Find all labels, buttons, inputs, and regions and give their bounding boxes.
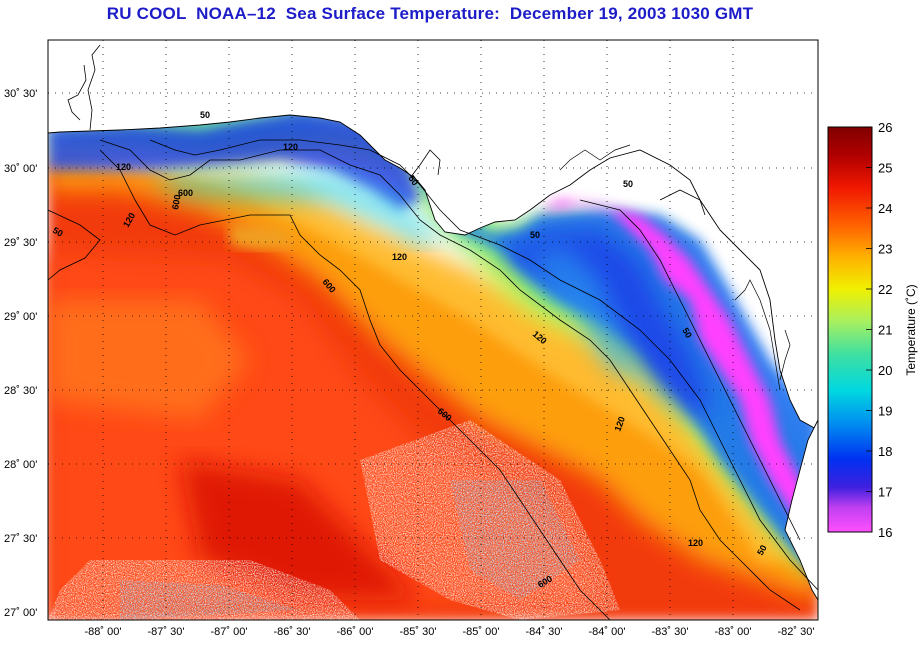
colorbar-tick-label: 20 [878, 363, 892, 378]
colorbar-tick-label: 19 [878, 404, 892, 419]
lon-tick-label: -84˚ 00' [589, 626, 626, 638]
lon-tick-label: -86˚ 00' [337, 626, 374, 638]
lat-tick-label: 28˚ 30' [4, 385, 37, 397]
contour-label: 120 [283, 142, 298, 152]
contour-label: 50 [530, 230, 540, 240]
colorbar-tick-label: 22 [878, 282, 892, 297]
colorbar-tick-label: 25 [878, 161, 892, 176]
lon-tick-label: -87˚ 00' [211, 626, 248, 638]
lon-tick-label: -88˚ 00' [85, 626, 122, 638]
contour-label: 120 [392, 252, 407, 262]
lat-tick-label: 27˚ 30' [4, 533, 37, 545]
colorbar-tick-label: 24 [878, 201, 892, 216]
longitude-axis: -88˚ 00' -87˚ 30' -87˚ 00' -86˚ 30' -86˚… [85, 626, 815, 638]
contour-label: 50 [51, 225, 65, 239]
lat-tick-label: 30˚ 00' [4, 163, 37, 175]
lat-tick-label: 29˚ 00' [4, 311, 37, 323]
contour-label: 120 [612, 415, 627, 433]
lon-tick-label: -84˚ 30' [526, 626, 563, 638]
sst-field [48, 40, 818, 620]
colorbar-tick-label: 18 [878, 444, 892, 459]
contour-label: 50 [200, 110, 210, 120]
map-border [47, 39, 819, 621]
lon-tick-label: -83˚ 00' [715, 626, 752, 638]
lat-tick-label: 27˚ 00' [4, 607, 37, 619]
lon-tick-label: -87˚ 30' [148, 626, 185, 638]
contour-label: 600 [170, 194, 182, 211]
contour-label: 50 [755, 543, 769, 557]
colorbar-ramp [827, 126, 873, 533]
colorbar: 26 25 24 23 22 21 20 19 18 17 16 Temperature (˚C) [827, 120, 918, 540]
colorbar-tick-label: 23 [878, 242, 892, 257]
colorbar-ticks: 26 25 24 23 22 21 20 19 18 17 16 [866, 120, 892, 540]
colorbar-tick-label: 17 [878, 485, 892, 500]
land-north [48, 40, 818, 431]
contour-label: 120 [688, 538, 703, 548]
chart-title: RU COOL NOAA–12 Sea Surface Temperature:… [106, 4, 754, 23]
contour-label: 50 [680, 326, 694, 340]
contour-label: 600 [178, 188, 193, 198]
latitude-axis: 30˚ 30' 30˚ 00' 29˚ 30' 29˚ 00' 28˚ 30' … [4, 88, 37, 619]
lon-tick-label: -83˚ 30' [652, 626, 689, 638]
contour-label: 120 [116, 162, 131, 172]
land-peninsula [784, 419, 818, 601]
lat-tick-label: 29˚ 30' [4, 237, 37, 249]
lon-tick-label: -86˚ 30' [274, 626, 311, 638]
colorbar-tick-label: 26 [878, 120, 892, 135]
colorbar-tick-label: 16 [878, 525, 892, 540]
lon-tick-label: -85˚ 00' [463, 626, 500, 638]
colorbar-tick-label: 21 [878, 323, 892, 338]
colorbar-title: Temperature (˚C) [904, 284, 918, 375]
lon-tick-label: -85˚ 30' [400, 626, 437, 638]
grid-lines [48, 40, 818, 620]
contour-label: 50 [406, 173, 420, 187]
lat-tick-label: 28˚ 00' [4, 459, 37, 471]
lat-tick-label: 30˚ 30' [4, 88, 37, 100]
lon-tick-label: -82˚ 30' [778, 626, 815, 638]
contour-label: 50 [623, 179, 633, 189]
